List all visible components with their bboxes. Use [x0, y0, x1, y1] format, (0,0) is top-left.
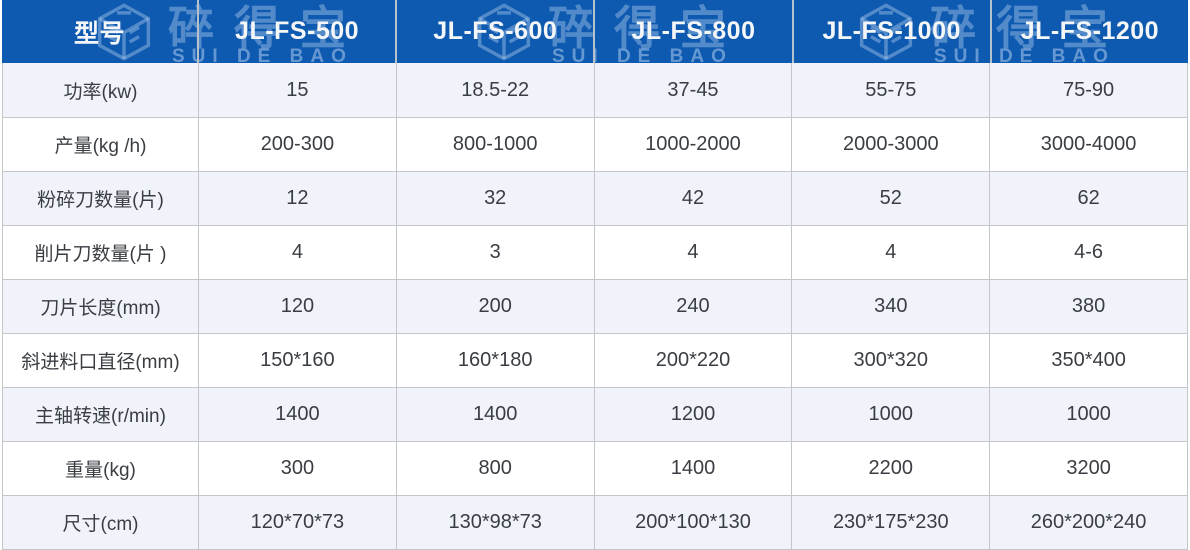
column-header-jl-fs-600: JL-FS-600: [395, 0, 593, 63]
row-label: 重量(kg): [65, 460, 136, 481]
spec-value: 4: [791, 226, 989, 279]
spec-value: 1200: [593, 388, 792, 441]
spec-value: 230*175*230: [791, 496, 989, 549]
row-label: 削片刀数量(片 ): [34, 244, 167, 265]
column-header-jl-fs-1000: JL-FS-1000: [791, 0, 990, 63]
spec-value: 120: [198, 280, 396, 333]
table-row-spindle-speed: 主轴转速(r/min) 1400 1400 1200 1000 1000: [3, 387, 1187, 441]
spec-value: 18.5-22: [395, 63, 594, 117]
table-body: 功率(kw) 15 18.5-22 37-45 55-75 75-90 产量(k…: [2, 63, 1188, 550]
spec-value: 120*70*73: [198, 496, 396, 549]
spec-value: 3200: [989, 442, 1187, 495]
spec-value: 200*220: [593, 334, 792, 387]
spec-value: 37-45: [593, 63, 792, 117]
table-row-weight: 重量(kg) 300 800 1400 2200 3200: [3, 441, 1187, 495]
spec-value: 1400: [395, 388, 594, 441]
spec-value: 12: [198, 172, 396, 225]
spec-value: 4-6: [989, 226, 1187, 279]
spec-value: 130*98*73: [395, 496, 594, 549]
spec-value: 4: [593, 226, 792, 279]
spec-value: 350*400: [989, 334, 1187, 387]
spec-value: 200*100*130: [593, 496, 792, 549]
spec-value: 52: [791, 172, 989, 225]
column-header-model-label: 型号: [73, 19, 125, 48]
table-row-capacity: 产量(kg /h) 200-300 800-1000 1000-2000 200…: [3, 117, 1187, 171]
column-header-jl-fs-1200: JL-FS-1200: [989, 0, 1188, 63]
spec-value: 4: [198, 226, 396, 279]
spec-value: 42: [593, 172, 792, 225]
spec-value: 3: [395, 226, 594, 279]
spec-value: 200-300: [198, 118, 396, 171]
row-label: 产量(kg /h): [54, 136, 147, 157]
spec-value: 800: [395, 442, 594, 495]
spec-value: 380: [989, 280, 1187, 333]
spec-value: 2000-3000: [791, 118, 989, 171]
spec-value: 32: [395, 172, 594, 225]
spec-value: 1400: [593, 442, 792, 495]
table-header-row: 型号 JL-FS-500 JL-FS-600 JL-FS-800 JL-FS-1…: [2, 0, 1188, 63]
table-row-inlet-diameter: 斜进料口直径(mm) 150*160 160*180 200*220 300*3…: [3, 333, 1187, 387]
spec-value: 1000: [791, 388, 989, 441]
spec-value: 3000-4000: [989, 118, 1187, 171]
spec-value: 240: [593, 280, 792, 333]
spec-value: 300*320: [791, 334, 989, 387]
column-header-jl-fs-800: JL-FS-800: [593, 0, 791, 63]
row-label: 主轴转速(r/min): [35, 406, 166, 427]
row-label: 尺寸(cm): [62, 514, 139, 535]
column-header-jl-fs-500: JL-FS-500: [197, 0, 395, 63]
row-label: 粉碎刀数量(片): [37, 190, 164, 211]
spec-value: 55-75: [791, 63, 989, 117]
table-row-crushing-blades: 粉碎刀数量(片) 12 32 42 52 62: [3, 171, 1187, 225]
spec-value: 15: [198, 63, 396, 117]
spec-value: 340: [791, 280, 989, 333]
row-label: 斜进料口直径(mm): [21, 352, 180, 373]
table-row-power: 功率(kw) 15 18.5-22 37-45 55-75 75-90: [3, 63, 1187, 117]
spec-value: 2200: [791, 442, 989, 495]
row-label: 功率(kw): [63, 81, 138, 103]
table-row-blade-length: 刀片长度(mm) 120 200 240 340 380: [3, 279, 1187, 333]
spec-value: 75-90: [989, 63, 1187, 117]
table-row-dimensions: 尺寸(cm) 120*70*73 130*98*73 200*100*130 2…: [3, 495, 1187, 549]
spec-value: 1400: [198, 388, 396, 441]
spec-value: 200: [395, 280, 594, 333]
spec-value: 62: [989, 172, 1187, 225]
spec-value: 1000: [989, 388, 1187, 441]
spec-value: 150*160: [198, 334, 396, 387]
spec-value: 1000-2000: [593, 118, 792, 171]
spec-value: 160*180: [395, 334, 594, 387]
spec-value: 800-1000: [395, 118, 594, 171]
spec-value: 260*200*240: [989, 496, 1187, 549]
spec-value: 300: [198, 442, 396, 495]
table-row-chipping-blades: 削片刀数量(片 ) 4 3 4 4 4-6: [3, 225, 1187, 279]
row-label: 刀片长度(mm): [40, 298, 161, 319]
